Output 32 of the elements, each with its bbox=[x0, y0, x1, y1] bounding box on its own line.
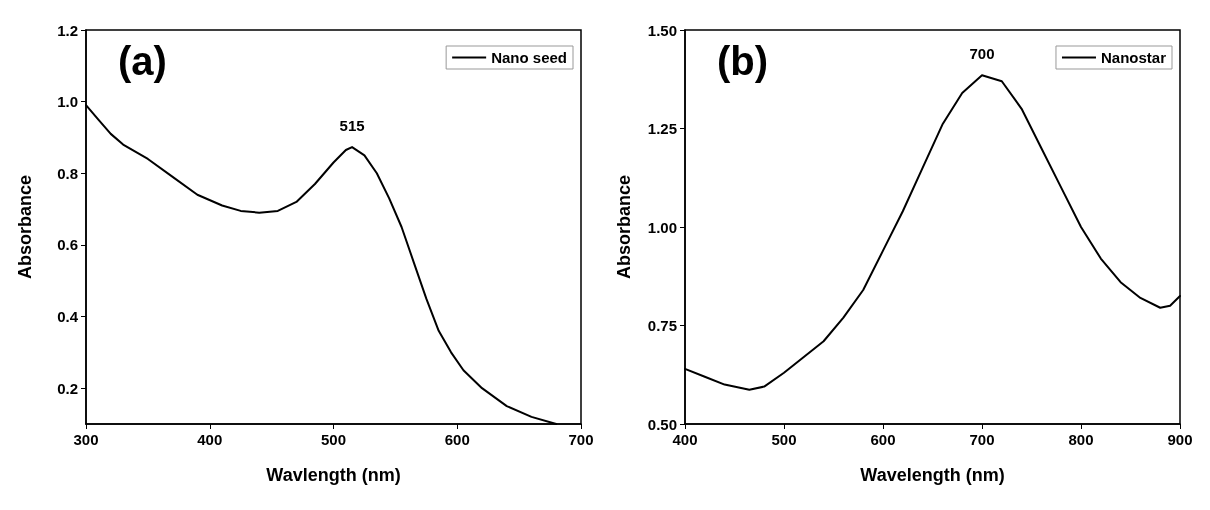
x-tick-label: 600 bbox=[444, 431, 470, 448]
chart-title: (b) bbox=[717, 39, 769, 83]
y-tick-label: 0.2 bbox=[57, 379, 78, 397]
y-tick-label: 0.6 bbox=[57, 236, 78, 254]
x-tick-label: 300 bbox=[73, 431, 99, 448]
annotation: 700 bbox=[969, 45, 995, 63]
y-tick-label: 1.0 bbox=[57, 93, 78, 111]
y-tick-label: 1.00 bbox=[647, 218, 677, 236]
y-axis-title: Absorbance bbox=[614, 174, 634, 280]
y-tick-label: 1.50 bbox=[647, 21, 677, 39]
y-tick-label: 0.8 bbox=[57, 164, 78, 182]
x-tick-label: 500 bbox=[771, 431, 797, 448]
legend-label: Nanostar bbox=[1100, 49, 1167, 66]
y-tick-label: 0.75 bbox=[647, 317, 677, 334]
annotation: 515 bbox=[339, 117, 365, 135]
legend-label: Nano seed bbox=[491, 49, 567, 66]
x-tick-label: 800 bbox=[1068, 431, 1094, 448]
x-axis-title: Wavelength (nm) bbox=[860, 465, 1005, 485]
chart-title: (a) bbox=[118, 39, 167, 83]
x-axis-title: Wavlength (nm) bbox=[266, 465, 401, 485]
x-tick-label: 600 bbox=[870, 431, 896, 448]
y-tick-label: 1.25 bbox=[647, 120, 677, 137]
x-tick-label: 700 bbox=[568, 431, 594, 448]
x-tick-label: 900 bbox=[1167, 431, 1193, 448]
y-tick-label: 0.50 bbox=[647, 415, 677, 433]
y-tick-label: 1.2 bbox=[57, 21, 78, 39]
y-axis-title: Absorbance bbox=[15, 174, 35, 280]
x-tick-label: 500 bbox=[320, 431, 347, 448]
x-tick-label: 700 bbox=[969, 431, 995, 448]
x-tick-label: 400 bbox=[197, 431, 223, 448]
y-tick-label: 0.4 bbox=[57, 308, 79, 326]
x-tick-label: 400 bbox=[672, 431, 698, 448]
